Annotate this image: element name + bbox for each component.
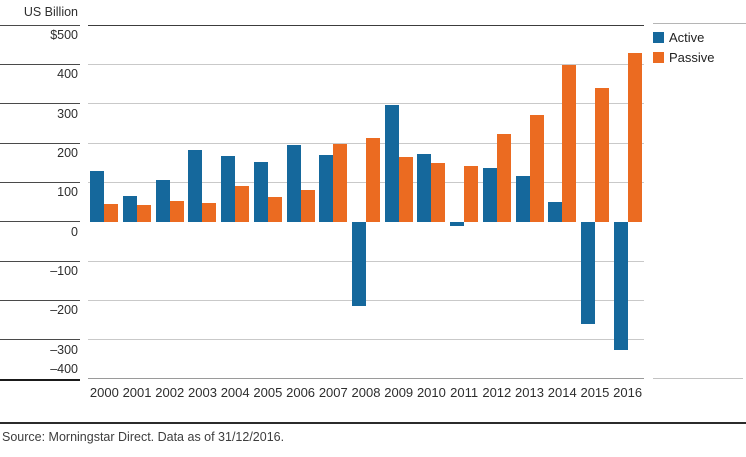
y-tick-label: 200 bbox=[57, 146, 78, 160]
x-tick-label: 2005 bbox=[253, 385, 283, 400]
bar-active-2009 bbox=[384, 104, 399, 223]
x-tick-label: 2004 bbox=[220, 385, 250, 400]
footer-divider bbox=[0, 422, 746, 424]
y-tick-line bbox=[0, 221, 80, 223]
y-tick-label: –300 bbox=[50, 342, 78, 357]
bottom-right-divider bbox=[653, 378, 743, 379]
gridline bbox=[88, 339, 644, 341]
y-tick-label: –100 bbox=[50, 264, 78, 278]
gridline bbox=[88, 299, 644, 301]
bar-active-2013 bbox=[515, 175, 530, 223]
bar-passive-2014 bbox=[562, 64, 577, 223]
bar-passive-2011 bbox=[464, 165, 479, 223]
x-tick-label: 2009 bbox=[384, 385, 414, 400]
bar-passive-2001 bbox=[137, 205, 152, 223]
x-tick-label: 2015 bbox=[580, 385, 610, 400]
bar-passive-2016 bbox=[627, 53, 642, 223]
y-axis-unit-label: US Billion bbox=[23, 5, 78, 19]
x-tick-label: 2011 bbox=[450, 385, 479, 400]
y-axis: $500 400 300 200 100 0 –100 –200 –300 –400 bbox=[0, 0, 80, 410]
bar-passive-2002 bbox=[169, 200, 184, 223]
bar-active-2003 bbox=[188, 150, 203, 223]
bar-active-2015 bbox=[580, 222, 595, 324]
bar-active-2010 bbox=[417, 153, 432, 223]
y-tick-line bbox=[0, 63, 80, 65]
bar-passive-2000 bbox=[104, 204, 119, 223]
legend-swatch-active-icon bbox=[653, 32, 664, 43]
y-tick-label: 400 bbox=[57, 67, 78, 82]
x-tick-label: 2012 bbox=[482, 385, 512, 400]
bar-active-2011 bbox=[450, 222, 465, 227]
gridline bbox=[88, 260, 644, 262]
bar-active-2014 bbox=[548, 201, 563, 223]
y-tick-line bbox=[0, 24, 80, 26]
x-tick-label: 2014 bbox=[547, 385, 577, 400]
x-tick-label: 2001 bbox=[122, 385, 152, 400]
y-tick-line bbox=[0, 378, 80, 381]
bar-active-2002 bbox=[155, 179, 170, 223]
y-tick-line bbox=[0, 299, 80, 301]
bar-passive-2012 bbox=[496, 133, 511, 223]
x-tick-label: 2003 bbox=[188, 385, 217, 400]
y-tick-line bbox=[0, 181, 80, 183]
bar-active-2006 bbox=[286, 145, 301, 223]
x-tick-label: 2002 bbox=[155, 385, 185, 400]
y-tick-label: 300 bbox=[57, 106, 78, 121]
bar-active-2000 bbox=[90, 171, 105, 223]
bar-active-2007 bbox=[319, 154, 334, 223]
bar-passive-2007 bbox=[333, 144, 348, 223]
x-tick-label: 2007 bbox=[318, 385, 348, 400]
bar-passive-2004 bbox=[235, 185, 250, 223]
y-tick-label: –200 bbox=[50, 303, 78, 318]
y-tick-line bbox=[0, 339, 80, 341]
bar-passive-2009 bbox=[398, 157, 413, 223]
x-tick-label: 2010 bbox=[416, 385, 446, 400]
x-tick-label: 2008 bbox=[351, 385, 381, 400]
y-tick-label: $500 bbox=[50, 28, 78, 42]
bar-active-2001 bbox=[123, 195, 138, 223]
source-text: Source: Morningstar Direct. Data as of 3… bbox=[2, 430, 285, 444]
x-tick-label: 2000 bbox=[89, 385, 119, 400]
gridline bbox=[88, 63, 644, 65]
y-tick-line bbox=[0, 260, 80, 262]
bar-passive-2006 bbox=[300, 189, 315, 223]
bar-active-2005 bbox=[253, 162, 268, 223]
y-tick-line bbox=[0, 142, 80, 144]
x-tick-label: 2016 bbox=[613, 385, 643, 400]
bar-active-2008 bbox=[352, 222, 366, 306]
plot-area bbox=[88, 24, 644, 379]
y-tick-label: 0 bbox=[71, 224, 78, 239]
legend-label: Active bbox=[669, 30, 705, 45]
y-tick-label: –400 bbox=[50, 361, 78, 376]
bar-active-2004 bbox=[221, 156, 236, 223]
y-tick-label: 100 bbox=[57, 185, 78, 200]
bar-passive-2015 bbox=[594, 88, 609, 223]
bar-passive-2013 bbox=[529, 115, 544, 223]
legend-label: Passive bbox=[669, 49, 715, 65]
bar-passive-2010 bbox=[431, 163, 446, 223]
x-tick-label: 2006 bbox=[286, 385, 316, 400]
x-tick-label: 2013 bbox=[515, 385, 544, 400]
legend-swatch-passive-icon bbox=[653, 51, 664, 63]
bar-passive-2003 bbox=[202, 203, 217, 223]
x-axis: 2000 2001 2002 2003 2004 2005 2006 2007 2008 2009… bbox=[0, 385, 746, 403]
bar-active-2012 bbox=[482, 168, 497, 223]
bar-active-2016 bbox=[613, 222, 628, 350]
legend-divider bbox=[653, 23, 746, 24]
gridline bbox=[88, 103, 644, 105]
bar-passive-2005 bbox=[267, 197, 282, 223]
y-tick-line bbox=[0, 103, 80, 105]
bar-passive-2008 bbox=[366, 137, 380, 223]
